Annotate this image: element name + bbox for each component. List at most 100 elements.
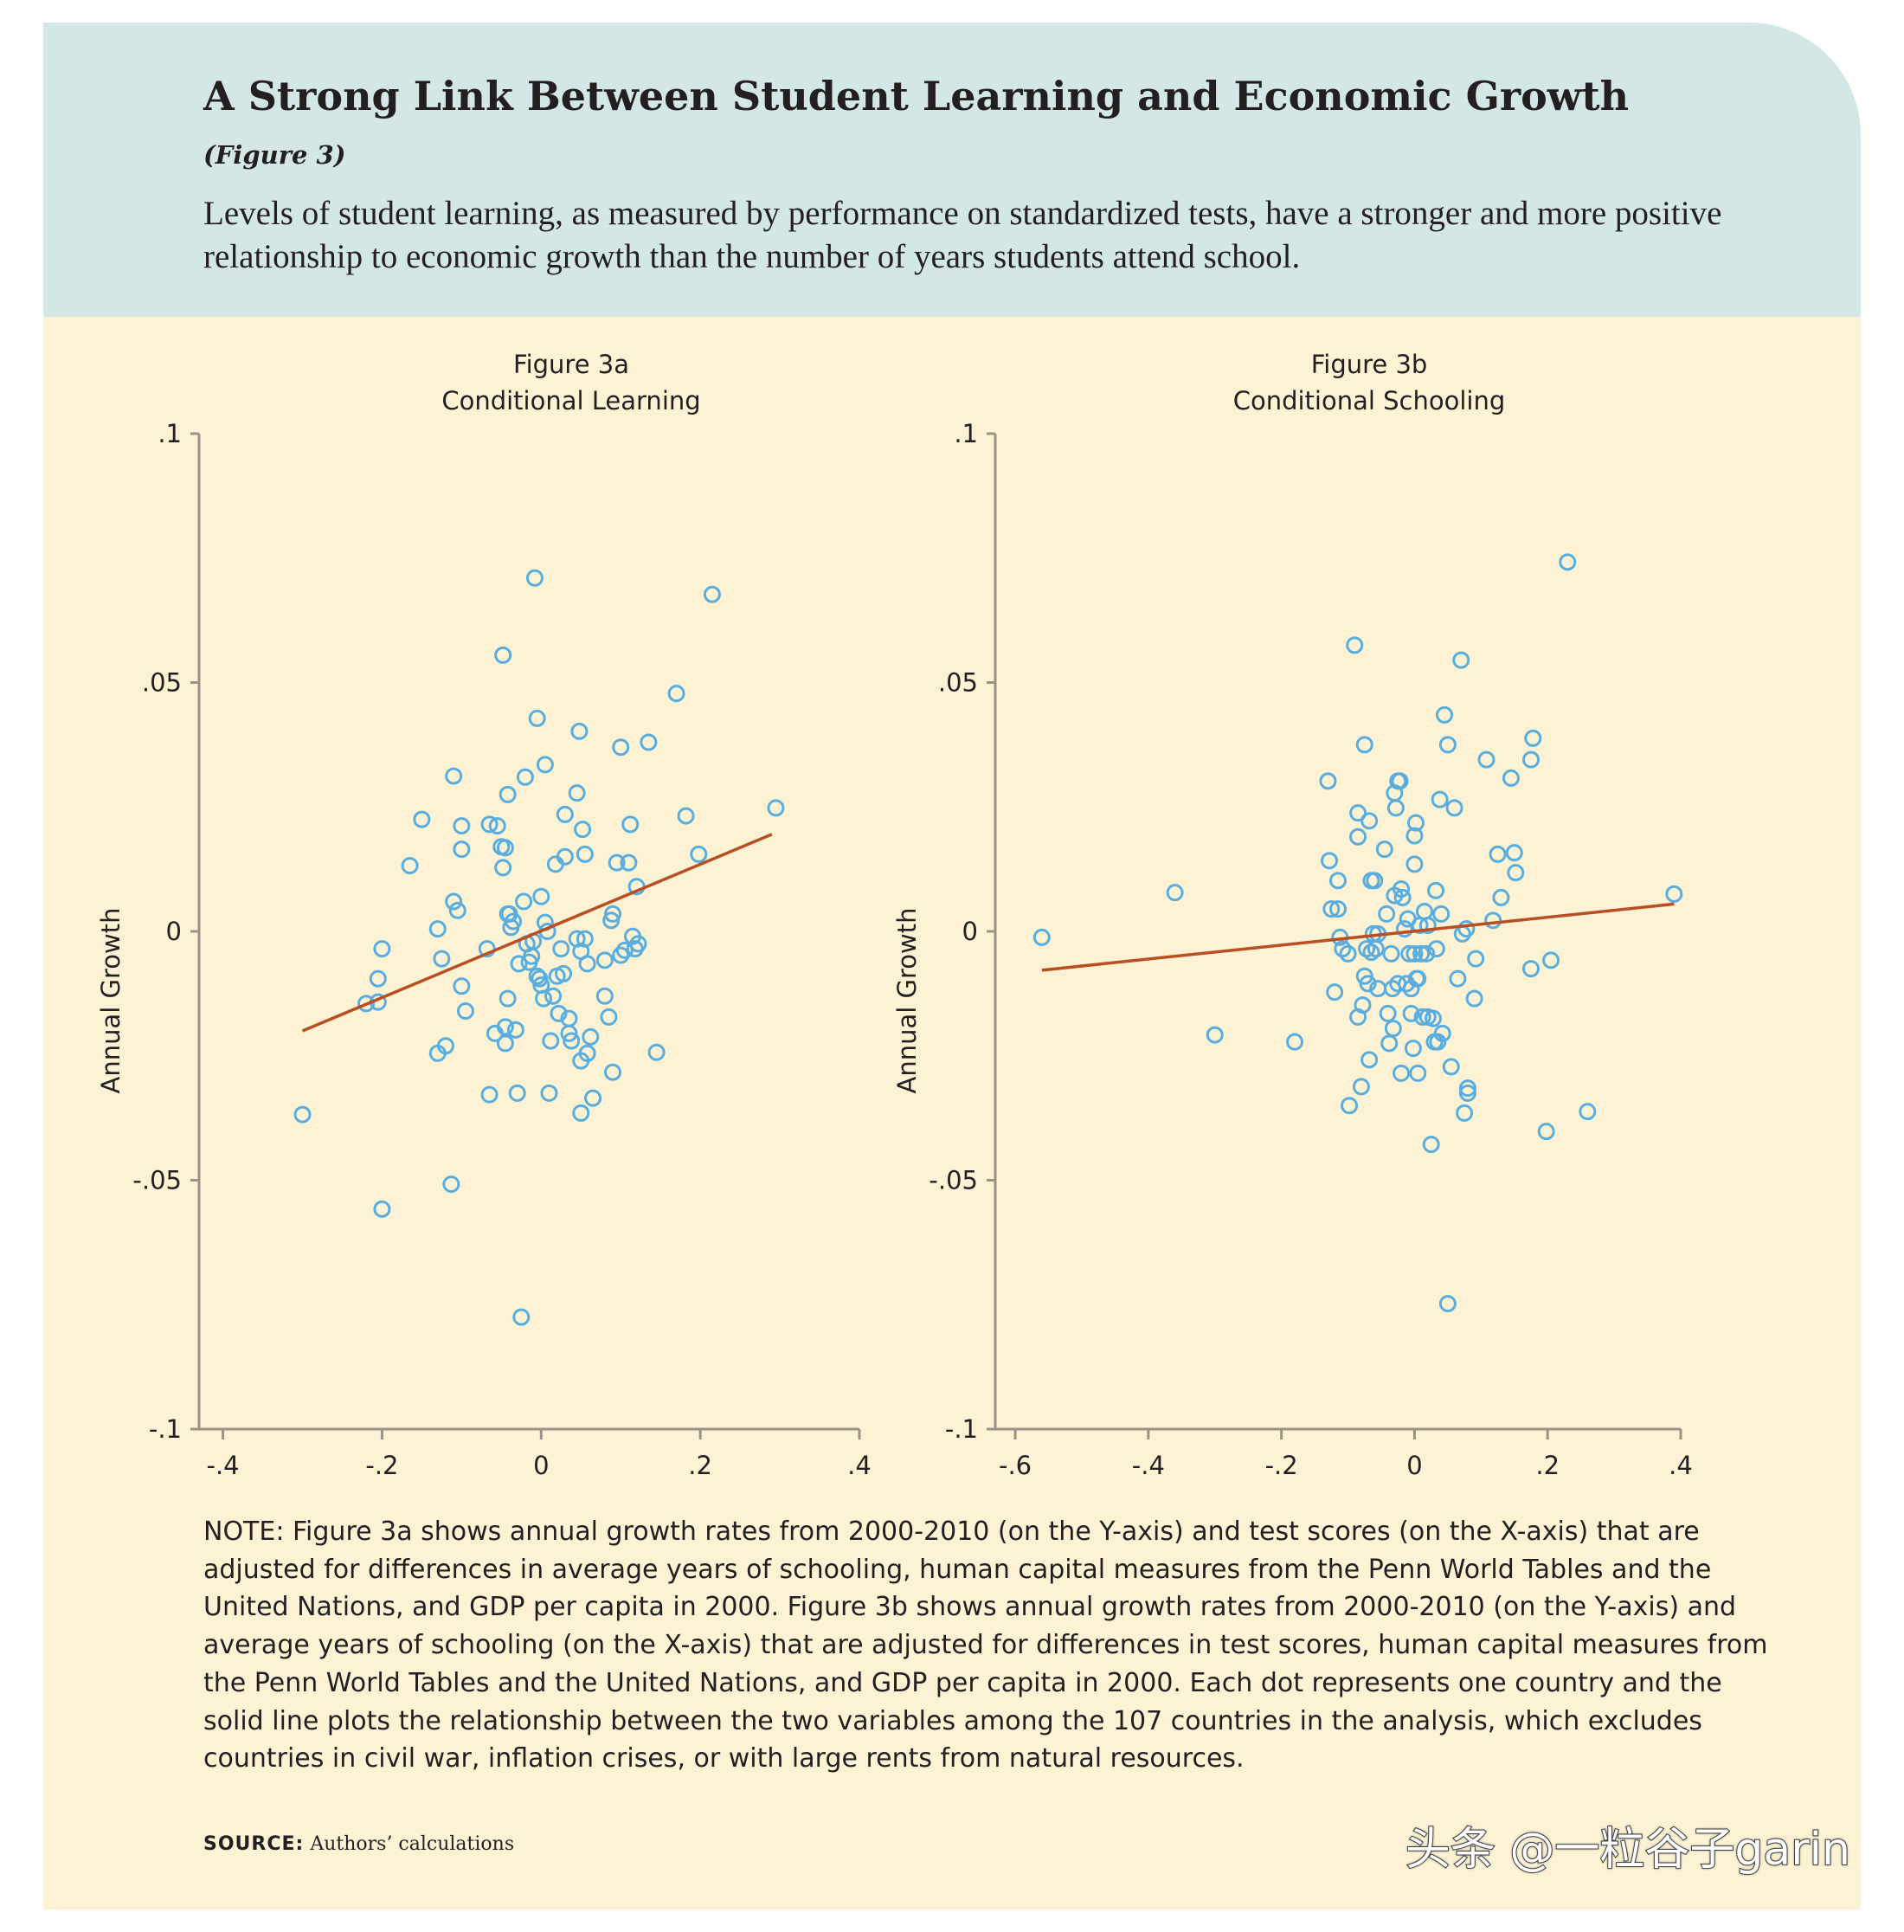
data-point (1431, 790, 1449, 808)
data-point (1467, 950, 1485, 968)
figure-card: A Strong Link Between Student Learning a… (43, 23, 1861, 1909)
data-point (703, 585, 721, 603)
data-point (1329, 872, 1347, 890)
source-text: Authors’ calculations (310, 1833, 515, 1855)
data-point (572, 1104, 590, 1122)
scatter-plot-conditional-learning: -.1 -.05 0 .05 .1 -.4 -.2 0 .2 .4 Annual Growth (96, 419, 872, 1480)
data-point (480, 1085, 499, 1104)
data-point (1422, 1136, 1440, 1154)
plot-b-heading: Figure 3b Conditional Schooling (1110, 346, 1629, 419)
data-point (582, 1027, 600, 1046)
data-point (604, 1063, 622, 1081)
data-point (1427, 940, 1445, 958)
data-point (525, 569, 544, 587)
plot-b-figure-label: Figure 3b (1310, 350, 1428, 379)
data-point (1415, 903, 1433, 920)
data-point (496, 1034, 514, 1053)
data-point (456, 1002, 474, 1020)
data-point (512, 1308, 531, 1326)
data-point (401, 857, 419, 875)
data-point (1502, 769, 1520, 787)
data-point (556, 847, 574, 866)
data-point (1418, 917, 1437, 935)
data-point (1477, 750, 1496, 769)
data-point (595, 951, 614, 969)
data-point (373, 940, 391, 958)
data-point (1402, 1004, 1420, 1022)
data-point (1380, 1034, 1399, 1053)
data-point (1465, 989, 1483, 1008)
x-tick-label: -.2 (1265, 1451, 1298, 1480)
data-point (453, 977, 471, 995)
data-point (574, 821, 592, 839)
x-tick-label: 0 (533, 1451, 549, 1480)
plot-a-title: Conditional Learning (441, 386, 701, 415)
data-point (433, 950, 451, 968)
data-point (1362, 943, 1380, 962)
y-axis-title: Annual Growth (892, 908, 922, 1094)
data-point (1334, 940, 1352, 958)
y-tick-label: .05 (142, 668, 182, 698)
data-point (620, 853, 638, 872)
fit-line (1041, 902, 1675, 972)
data-point (555, 964, 573, 982)
data-point (576, 845, 594, 863)
data-point (515, 892, 533, 911)
data-point (1404, 1040, 1422, 1058)
data-point (1322, 900, 1341, 918)
data-point (576, 930, 594, 948)
data-point (1559, 553, 1577, 571)
data-point (1427, 881, 1445, 899)
data-point (528, 709, 546, 727)
data-point (1542, 951, 1560, 969)
data-point (677, 807, 695, 825)
data-point (1395, 920, 1413, 938)
data-point (612, 738, 630, 757)
data-point (480, 815, 499, 834)
figure-note: NOTE: Figure 3a shows annual growth rate… (203, 1517, 1768, 1774)
data-point (357, 995, 376, 1013)
data-point (1349, 804, 1367, 822)
data-point (1366, 872, 1384, 890)
data-point (584, 1089, 602, 1107)
data-point (1355, 736, 1373, 754)
data-point (494, 646, 512, 664)
data-point (536, 756, 554, 774)
data-point (1537, 1123, 1555, 1141)
data-point (1393, 888, 1412, 906)
data-point (1492, 888, 1510, 906)
data-point (1341, 1097, 1359, 1115)
data-point (550, 1004, 568, 1022)
data-point (647, 1043, 666, 1061)
data-point (1412, 944, 1431, 963)
figure-header: A Strong Link Between Student Learning a… (43, 23, 1861, 317)
data-point (544, 987, 563, 1005)
figure-title: A Strong Link Between Student Learning a… (203, 73, 1630, 119)
data-point (531, 969, 549, 988)
data-point (1432, 905, 1451, 923)
data-point (413, 810, 431, 828)
data-point (640, 733, 658, 751)
source-label: SOURCE: (203, 1833, 305, 1855)
data-point (1665, 885, 1683, 903)
data-point (1521, 960, 1540, 978)
data-point (1393, 880, 1411, 898)
data-point (1438, 1295, 1457, 1313)
data-point (578, 1044, 596, 1062)
data-point (556, 805, 574, 823)
x-tick-label: .2 (688, 1451, 712, 1480)
data-point (453, 840, 471, 859)
x-tick-label: -.6 (999, 1451, 1032, 1480)
data-point (1360, 812, 1379, 830)
data-point (542, 1032, 560, 1050)
data-point (428, 920, 447, 938)
data-point (604, 905, 622, 923)
data-point (1358, 940, 1376, 958)
data-point (1456, 1104, 1474, 1122)
data-point (1424, 1009, 1442, 1027)
data-point (1032, 928, 1051, 946)
data-point (1442, 1058, 1460, 1076)
data-point (532, 887, 550, 905)
data-point (690, 845, 708, 863)
data-point (488, 817, 506, 835)
